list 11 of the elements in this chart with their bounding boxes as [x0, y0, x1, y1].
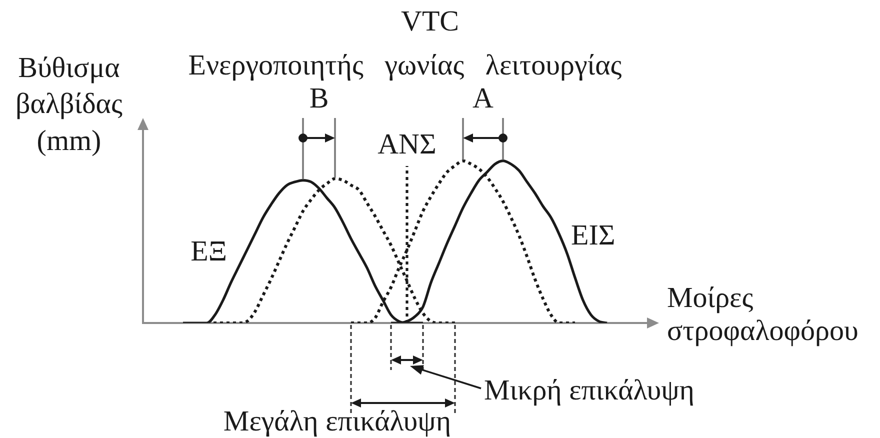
text: Μικρή επικάλυψη	[484, 374, 694, 408]
chart-subtitle: Ενεργοποιητής γωνίας λειτουργίας	[188, 49, 622, 83]
series-label: ΕΙΣ	[571, 219, 616, 252]
x-axis-title: Μοίρες στροφαλοφόρου	[667, 282, 860, 349]
text: B	[309, 82, 329, 116]
chart-title: VTC	[401, 5, 459, 39]
text: Μεγάλη επικάλυψη	[223, 405, 451, 438]
y-axis-title: Βύθισμα βαλβίδας (mm)	[14, 51, 124, 158]
annotation: ΑΝΣ	[378, 128, 436, 162]
text: A	[472, 82, 494, 116]
series-label: ΕΞ	[190, 235, 227, 269]
